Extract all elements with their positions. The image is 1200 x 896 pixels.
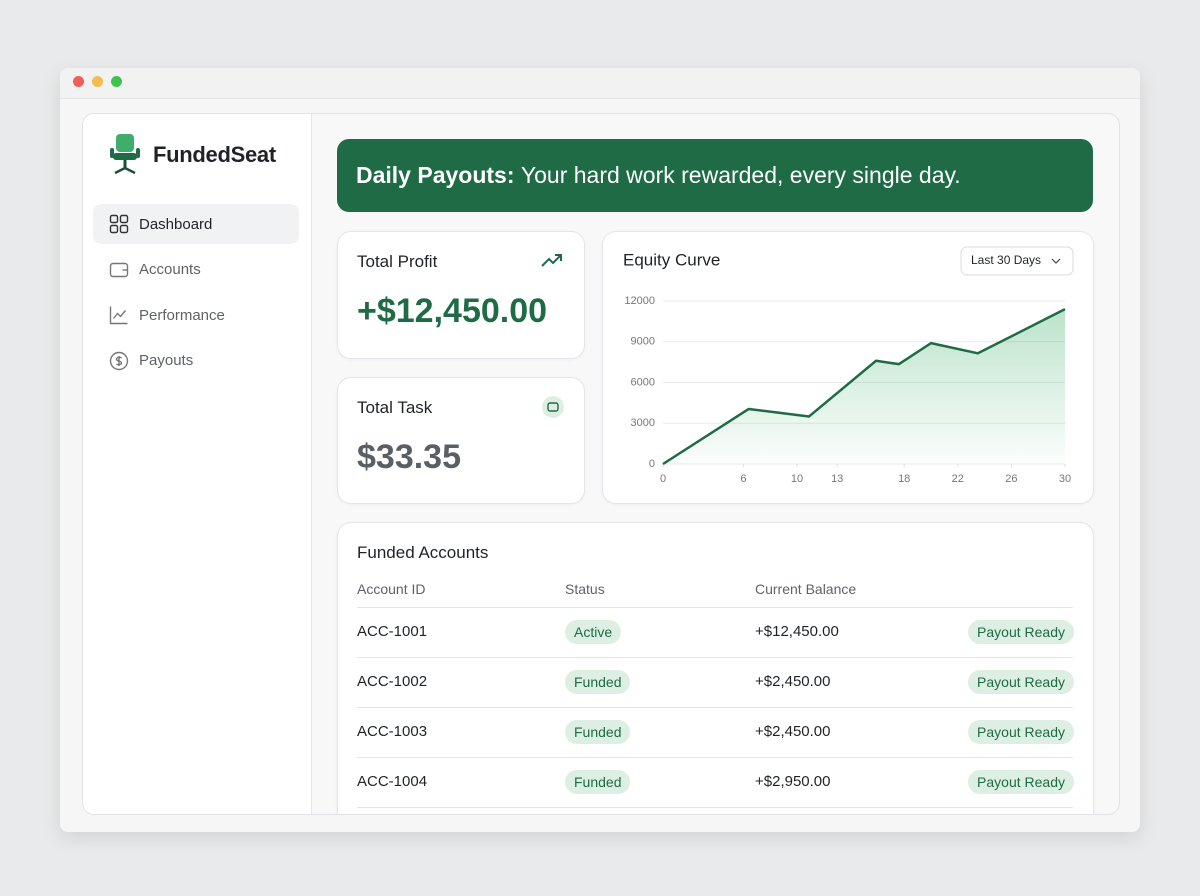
payout-pill[interactable]: Payout Ready (968, 720, 1074, 744)
y-tick-label: 6000 (631, 376, 655, 388)
x-tick-label: 22 (952, 473, 964, 485)
y-tick-label: 12000 (624, 295, 655, 307)
x-tick-label: 26 (1005, 473, 1017, 485)
stat-card: Total Task $33.35 (337, 377, 585, 504)
nav-icon (109, 306, 128, 325)
banner-bold: Daily Payouts: (356, 162, 515, 188)
stat-label: Total Task (357, 398, 433, 417)
wallet-icon (542, 396, 564, 418)
area (663, 309, 1065, 464)
chevron (1051, 258, 1061, 264)
nav-item[interactable]: Performance (93, 295, 299, 335)
nav-icon (109, 214, 129, 234)
x-tick-label: 0 (660, 473, 666, 485)
balance: +$12,450.00 (755, 623, 839, 640)
title-bar (60, 68, 1140, 99)
close-dot[interactable] (73, 76, 84, 87)
nav-label: Performance (139, 306, 225, 324)
balance: +$2,450.00 (755, 723, 831, 740)
brand: FundedSeat (153, 142, 276, 167)
browser-window: FundedSeat Dashboard Accounts Performance P… (60, 68, 1140, 832)
nav-item[interactable]: Dashboard (93, 204, 299, 244)
stat-card: Total Profit +$12,450.00 (337, 231, 585, 359)
line (662, 308, 1066, 466)
separator (357, 707, 1073, 708)
separator (357, 757, 1073, 758)
accounts-table: Funded Accounts Account ID Status Current … (337, 522, 1094, 814)
separator (357, 807, 1073, 808)
nav-item[interactable]: Payouts (93, 341, 299, 381)
payout-pill[interactable]: Payout Ready (968, 670, 1074, 694)
y-tick-label: 3000 (631, 417, 655, 429)
status-pill: Funded (565, 770, 631, 794)
column-header: Status (565, 581, 605, 597)
separator (357, 607, 1073, 608)
stat-value: +$12,450.00 (357, 292, 548, 330)
maximize-dot[interactable] (111, 76, 122, 87)
account-id: ACC-1004 (357, 773, 428, 790)
banner: Daily Payouts: Your hard work rewarded, … (337, 139, 1093, 212)
account-id: ACC-1003 (357, 723, 428, 740)
nav-item[interactable]: Accounts (93, 250, 299, 290)
status-pill: Funded (565, 670, 631, 694)
x-tick-label: 18 (898, 473, 910, 485)
y-tick-label: 0 (649, 458, 655, 470)
nav-label: Dashboard (139, 215, 213, 233)
nav-icon (109, 262, 129, 277)
logo (110, 134, 140, 175)
minimize-dot[interactable] (92, 76, 103, 87)
table-title: Funded Accounts (357, 543, 489, 562)
balance: +$2,950.00 (755, 773, 831, 790)
column-header: Current Balance (755, 581, 857, 597)
nav-label: Payouts (139, 352, 194, 369)
sidebar: FundedSeat Dashboard Accounts Performance P… (83, 114, 312, 814)
x-tick-label: 30 (1059, 473, 1071, 485)
chart-title: Equity Curve (623, 250, 720, 269)
nav-icon (109, 351, 129, 370)
payout-pill[interactable]: Payout Ready (968, 620, 1074, 644)
account-id: ACC-1002 (357, 673, 428, 690)
stat-value: $33.35 (357, 438, 461, 476)
balance: +$2,450.00 (755, 673, 831, 690)
separator (357, 657, 1073, 658)
range-selector[interactable]: Last 30 Days (971, 253, 1041, 267)
x-tick-label: 10 (791, 473, 803, 485)
status-pill: Funded (565, 720, 631, 744)
status-pill: Active (565, 620, 622, 644)
range-dropdown[interactable] (960, 246, 1074, 276)
nav-label: Accounts (139, 261, 201, 278)
banner-text: Your hard work rewarded, every single da… (520, 162, 961, 188)
app: FundedSeat Dashboard Accounts Performance P… (82, 113, 1120, 815)
trend-icon (541, 254, 562, 267)
column-header: Account ID (357, 581, 426, 597)
x-tick-label: 6 (740, 473, 746, 485)
y-tick-label: 9000 (631, 336, 655, 348)
x-tick-label: 13 (831, 473, 843, 485)
equity-chart: Equity Curve Last 30 Days 0 3000 6000 9000 1… (602, 231, 1094, 504)
account-id: ACC-1001 (357, 623, 428, 640)
stat-label: Total Profit (357, 252, 438, 271)
payout-pill[interactable]: Payout Ready (968, 770, 1074, 794)
